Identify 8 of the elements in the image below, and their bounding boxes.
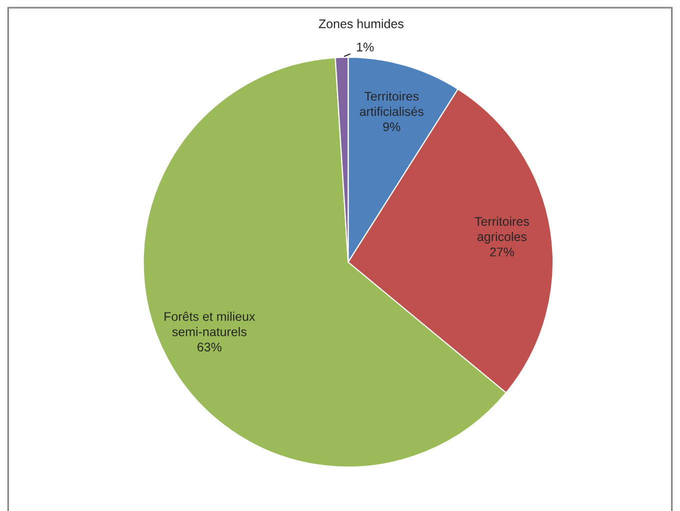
slice-label: Zones humides	[318, 19, 404, 28]
data-label: 27%	[490, 248, 514, 256]
data-label: 9%	[383, 122, 400, 132]
slice-label: Territoires agricoles	[474, 216, 529, 244]
slice-label: Territoires artificialisés	[360, 91, 424, 116]
data-label: 63%	[198, 342, 222, 352]
slice-label: Forêts et milieux semi-naturels	[164, 312, 256, 336]
data-label: 1%	[357, 42, 374, 52]
